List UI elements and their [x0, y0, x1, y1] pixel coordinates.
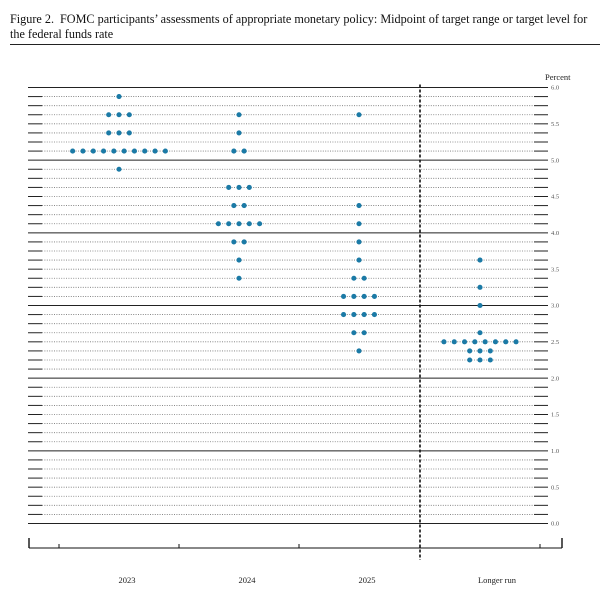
participant-dot	[90, 148, 96, 154]
x-category-label: 2025	[359, 575, 376, 585]
participant-dot	[356, 257, 362, 263]
participant-dot	[487, 357, 493, 363]
participant-dot	[351, 330, 357, 336]
participant-dot	[236, 221, 242, 227]
y-tick-label: 3.5	[551, 266, 559, 273]
y-tick-label: 5.0	[551, 157, 559, 164]
participant-dot	[246, 221, 252, 227]
figure-title: FOMC participants’ assessments of approp…	[10, 12, 588, 41]
participant-dot	[492, 339, 499, 345]
participant-dot	[341, 312, 347, 318]
participant-dot	[106, 130, 112, 136]
participant-dot	[111, 148, 117, 154]
participant-dot	[477, 357, 483, 363]
participant-dot	[257, 221, 263, 227]
y-axis-title: Percent	[545, 72, 571, 82]
y-tick-label: 6.0	[551, 85, 559, 92]
participant-dot	[477, 348, 483, 354]
participant-dot	[503, 339, 509, 345]
figure-label: Figure 2.	[10, 12, 55, 26]
y-tick-label: 2.0	[551, 375, 559, 382]
participant-dot	[351, 293, 357, 299]
participant-dot	[356, 112, 362, 118]
participant-dot	[472, 339, 478, 345]
participant-dot	[361, 312, 367, 318]
participant-dot	[121, 148, 127, 154]
participant-dot	[231, 148, 237, 154]
participant-dot	[356, 221, 362, 227]
participant-dot	[356, 239, 362, 245]
y-tick-label: 1.5	[551, 412, 559, 419]
participant-dot	[236, 257, 242, 263]
participant-dot	[487, 348, 493, 354]
participant-dot	[341, 293, 347, 299]
participant-dot	[226, 184, 232, 190]
participant-dot	[70, 148, 76, 154]
x-category-label: 2024	[239, 575, 257, 585]
participant-dot	[351, 312, 357, 318]
axes	[28, 84, 563, 560]
participant-dot	[80, 148, 86, 154]
participant-dot	[106, 112, 112, 118]
participant-dot	[441, 339, 447, 345]
participant-dot	[467, 348, 473, 354]
participant-dot	[246, 184, 252, 190]
y-tick-label: 4.5	[551, 194, 559, 201]
y-tick-label: 0.5	[551, 484, 559, 491]
participant-dot	[477, 302, 483, 309]
participant-dot	[477, 284, 483, 290]
participant-dot	[126, 112, 132, 118]
participant-dot	[231, 239, 237, 245]
participant-dot	[226, 221, 232, 227]
participant-dot	[351, 275, 357, 281]
participant-dot	[236, 184, 242, 190]
gridlines	[28, 87, 548, 524]
participant-dot	[462, 339, 468, 345]
participant-dot	[241, 148, 247, 154]
participant-dot	[371, 293, 378, 299]
participant-dot	[477, 330, 483, 336]
participant-dot	[116, 130, 122, 136]
y-tick-label: 3.0	[551, 303, 559, 310]
participant-dot	[152, 148, 158, 154]
participant-dot	[361, 293, 367, 299]
title-rule	[10, 44, 600, 45]
participant-dot	[241, 203, 247, 209]
participant-dot	[131, 148, 137, 154]
figure-caption: Figure 2. FOMC participants’ assessments …	[10, 12, 600, 42]
participant-dot	[356, 348, 362, 354]
participant-dot	[513, 339, 519, 345]
participant-dot	[116, 94, 122, 100]
axis-labels: 0.0 0.5 1.0 1.5 2.0 2.5 3.0 3.5 4.0 4.5 5.0 5.5 6.0 P…	[119, 72, 572, 585]
participant-dot	[116, 166, 122, 172]
y-tick-label: 5.5	[551, 121, 559, 128]
participant-dot	[236, 275, 242, 281]
y-tick-label: 4.0	[551, 230, 559, 237]
participant-dot	[116, 112, 122, 118]
participant-dot	[236, 130, 242, 136]
participant-dot	[467, 357, 473, 363]
participant-dot	[477, 257, 483, 263]
participant-dot	[482, 339, 488, 345]
x-category-label: Longer run	[478, 575, 517, 585]
dot-series	[70, 94, 519, 363]
participant-dot	[356, 203, 362, 209]
participant-dot	[215, 221, 221, 227]
y-tick-label: 2.5	[551, 339, 559, 346]
x-category-label: 2023	[119, 575, 136, 585]
participant-dot	[126, 130, 132, 136]
participant-dot	[236, 112, 242, 118]
participant-dot	[231, 203, 237, 209]
participant-dot	[361, 275, 367, 281]
participant-dot	[101, 148, 107, 154]
participant-dot	[371, 312, 378, 318]
participant-dot	[451, 339, 457, 345]
participant-dot	[361, 330, 367, 336]
participant-dot	[241, 239, 247, 245]
y-tick-label: 0.0	[551, 521, 559, 528]
participant-dot	[142, 148, 148, 154]
y-tick-label: 1.0	[551, 448, 559, 455]
participant-dot	[162, 148, 168, 154]
